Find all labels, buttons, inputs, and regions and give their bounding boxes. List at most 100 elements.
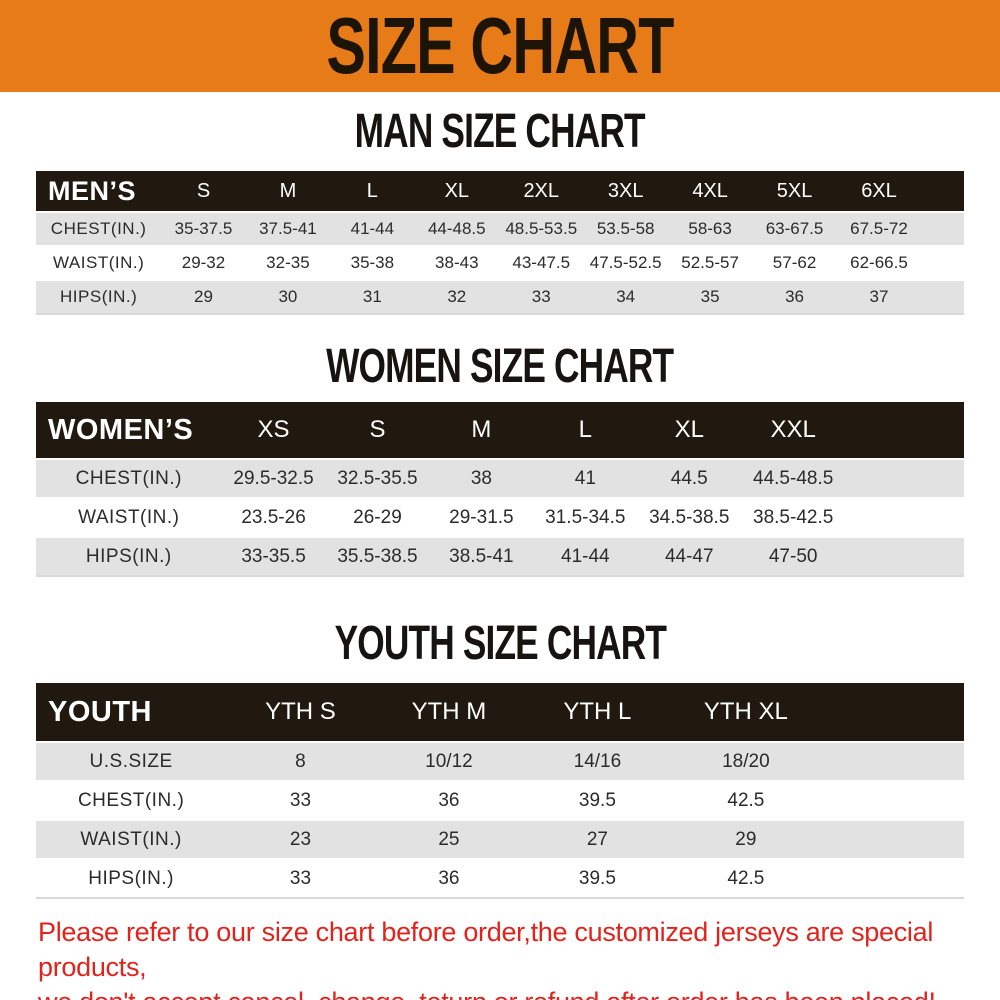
row-label: HIPS(IN.) — [85, 545, 172, 567]
table-cell: 33-35.5 — [241, 545, 306, 567]
row-label: U.S.SIZE — [89, 750, 173, 772]
table-cell: 18/20 — [722, 750, 770, 772]
table-cell: 53.5-58 — [596, 219, 655, 238]
table-cell: 39.5 — [578, 789, 616, 811]
table-row: WAIST(IN.) 23.5-26 26-29 29-31.5 31.5-34.5 34… — [36, 497, 964, 536]
row-label: WAIST(IN.) — [78, 506, 180, 528]
women-size-table: WOMEN’S XS S M L XL XXL CHEST(IN.) 29.5-32.5 32.5… — [36, 402, 964, 577]
table-cell: 48.5-53.5 — [505, 219, 578, 238]
table-cell: 27 — [586, 828, 608, 850]
table-cell: 38-43 — [435, 253, 479, 272]
table-cell: 63-67.5 — [765, 219, 824, 238]
column-header: 4XL — [692, 179, 728, 202]
table-cell: 38.5-42.5 — [753, 506, 834, 528]
row-label: CHEST(IN.) — [77, 789, 185, 811]
table-row: CHEST(IN.) 29.5-32.5 32.5-35.5 38 41 44.5 44.5… — [36, 458, 964, 497]
table-cell: 47-50 — [768, 545, 818, 567]
column-header: YTH S — [265, 698, 336, 725]
table-cell: 41 — [574, 467, 596, 489]
table-cell: 33 — [289, 789, 312, 811]
table-cell: 29.5-32.5 — [233, 467, 314, 489]
table-header-row: YOUTH YTH S YTH M YTH L YTH XL — [36, 683, 964, 741]
table-cell: 29 — [194, 287, 213, 306]
column-header: 2XL — [523, 179, 560, 202]
table-cell: 44.5 — [670, 467, 708, 489]
women-size-section: WOMEN SIZE CHART WOMEN’S XS S M L XL XXL CHEST(… — [0, 338, 1000, 577]
table-row: CHEST(IN.) 33 36 39.5 42.5 — [36, 780, 964, 819]
table-cell: 41-44 — [561, 545, 610, 567]
row-label: CHEST(IN.) — [50, 219, 147, 238]
table-cell: 29-32 — [181, 253, 226, 272]
table-cell: 31 — [362, 287, 382, 306]
row-label: HIPS(IN.) — [60, 287, 138, 306]
table-cell: 36 — [785, 287, 804, 306]
column-header: L — [578, 416, 592, 443]
column-header: 6XL — [861, 179, 897, 202]
table-row: HIPS(IN.) 33 36 39.5 42.5 — [36, 858, 964, 897]
table-cell: 35-37.5 — [174, 219, 233, 238]
column-header: YTH L — [563, 698, 632, 725]
table-cell: 62-66.5 — [850, 253, 908, 272]
table-cell: 34.5-38.5 — [649, 506, 730, 528]
table-row: WAIST(IN.) 29-32 32-35 35-38 38-43 43-47.5 47.… — [36, 245, 964, 279]
table-cell: 32-35 — [266, 253, 310, 272]
table-cell: 35.5-38.5 — [337, 545, 418, 567]
table-cell: 33 — [531, 287, 551, 306]
table-cell: 23.5-26 — [241, 506, 306, 528]
row-label: WAIST(IN.) — [53, 253, 145, 272]
men-section-heading: MAN SIZE CHART — [354, 103, 646, 158]
table-cell: 32 — [447, 287, 467, 306]
size-chart-banner: SIZE CHART — [0, 0, 1000, 92]
column-header: XXL — [770, 416, 816, 443]
table-row: CHEST(IN.) 35-37.5 37.5-41 41-44 44-48.5 48.5… — [36, 211, 964, 245]
youth-section-heading: YOUTH SIZE CHART — [334, 615, 666, 670]
column-header: M — [471, 416, 492, 443]
table-cell: 30 — [278, 287, 298, 306]
table-cell: 42.5 — [727, 789, 765, 811]
table-cell: 26-29 — [353, 506, 402, 528]
table-cell: 23 — [289, 828, 312, 850]
table-cell: 52.5-57 — [681, 253, 739, 272]
table-cell: 42.5 — [727, 867, 765, 889]
table-cell: 34 — [616, 287, 636, 306]
row-label: WAIST(IN.) — [80, 828, 182, 850]
table-cell: 39.5 — [578, 867, 616, 889]
table-cell: 32.5-35.5 — [337, 467, 418, 489]
table-cell: 58-63 — [688, 219, 732, 238]
table-title: WOMEN’S — [48, 413, 194, 446]
table-row: U.S.SIZE 8 10/12 14/16 18/20 — [36, 741, 964, 780]
table-cell: 38 — [470, 467, 492, 489]
table-cell: 14/16 — [573, 750, 622, 772]
table-cell: 10/12 — [425, 750, 473, 772]
column-header: 5XL — [776, 179, 813, 202]
men-size-table: MEN’S S M L XL 2XL 3XL 4XL 5XL 6XL CHEST(IN.) 35-37… — [36, 171, 964, 315]
youth-size-table: YOUTH YTH S YTH M YTH L YTH XL U.S.SIZE 8 10/12… — [36, 683, 964, 899]
table-cell: 33 — [289, 867, 312, 889]
youth-size-section: YOUTH SIZE CHART YOUTH YTH S YTH M YTH L YTH… — [0, 615, 1000, 899]
table-cell: 43-47.5 — [512, 253, 571, 272]
table-row: WAIST(IN.) 23 25 27 29 — [36, 819, 964, 858]
table-cell: 44.5-48.5 — [753, 467, 834, 489]
column-header: 3XL — [607, 179, 644, 202]
table-cell: 44-47 — [664, 545, 714, 567]
table-cell: 41-44 — [350, 219, 395, 238]
table-cell: 37 — [869, 287, 889, 306]
column-header: YTH XL — [703, 698, 788, 725]
table-cell: 35 — [700, 287, 720, 306]
table-cell: 29-31.5 — [449, 506, 514, 528]
column-header: XL — [444, 179, 470, 202]
table-header-row: WOMEN’S XS S M L XL XXL — [36, 402, 964, 458]
table-cell: 31.5-34.5 — [545, 506, 626, 528]
table-cell: 36 — [438, 867, 460, 889]
disclaimer-line-1: Please refer to our size chart before or… — [38, 917, 934, 982]
women-section-heading: WOMEN SIZE CHART — [326, 338, 674, 393]
table-cell: 35-38 — [350, 253, 395, 272]
row-label: HIPS(IN.) — [88, 867, 174, 889]
disclaimer-text: Please refer to our size chart before or… — [38, 915, 970, 1000]
banner-title: SIZE CHART — [326, 0, 674, 91]
column-header: XS — [257, 416, 290, 443]
column-header: YTH M — [411, 698, 487, 725]
table-title: YOUTH — [48, 695, 152, 728]
table-header-row: MEN’S S M L XL 2XL 3XL 4XL 5XL 6XL — [36, 171, 964, 211]
table-cell: 47.5-52.5 — [589, 253, 662, 272]
